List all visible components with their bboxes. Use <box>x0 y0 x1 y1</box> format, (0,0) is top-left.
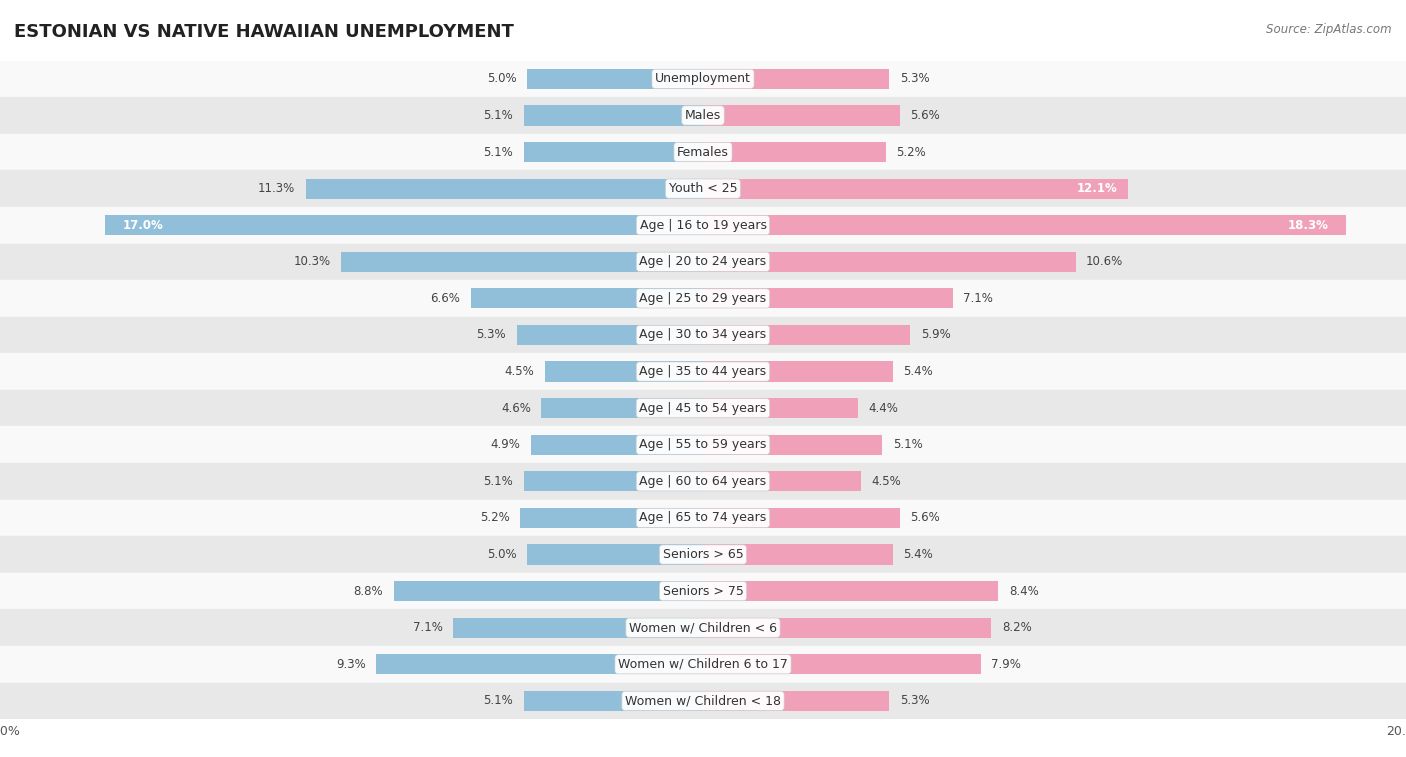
Text: Age | 30 to 34 years: Age | 30 to 34 years <box>640 329 766 341</box>
Text: Source: ZipAtlas.com: Source: ZipAtlas.com <box>1267 23 1392 36</box>
Bar <box>520 508 703 528</box>
Bar <box>524 691 703 711</box>
Text: Males: Males <box>685 109 721 122</box>
Text: 7.1%: 7.1% <box>963 292 993 305</box>
Text: 5.2%: 5.2% <box>479 512 510 525</box>
Bar <box>546 362 703 382</box>
Bar <box>703 288 953 308</box>
Bar <box>375 654 703 674</box>
Text: 4.4%: 4.4% <box>869 402 898 415</box>
Text: Age | 60 to 64 years: Age | 60 to 64 years <box>640 475 766 488</box>
Text: Age | 35 to 44 years: Age | 35 to 44 years <box>640 365 766 378</box>
Text: Age | 45 to 54 years: Age | 45 to 54 years <box>640 402 766 415</box>
Bar <box>703 69 889 89</box>
Text: 10.6%: 10.6% <box>1087 255 1123 268</box>
Text: 5.1%: 5.1% <box>484 694 513 707</box>
Text: 5.6%: 5.6% <box>911 109 941 122</box>
Bar <box>517 325 703 345</box>
Text: 5.3%: 5.3% <box>900 73 929 86</box>
Text: Youth < 25: Youth < 25 <box>669 182 737 195</box>
Text: 4.9%: 4.9% <box>491 438 520 451</box>
Bar <box>527 69 703 89</box>
Text: Seniors > 75: Seniors > 75 <box>662 584 744 597</box>
Bar <box>703 435 883 455</box>
Bar <box>340 252 703 272</box>
Bar <box>703 654 981 674</box>
Bar <box>454 618 703 637</box>
Bar <box>703 581 998 601</box>
Text: 12.1%: 12.1% <box>1077 182 1118 195</box>
Bar <box>703 252 1076 272</box>
Text: Unemployment: Unemployment <box>655 73 751 86</box>
Text: Females: Females <box>678 145 728 158</box>
Text: 7.9%: 7.9% <box>991 658 1021 671</box>
Text: 5.2%: 5.2% <box>897 145 927 158</box>
Text: 5.1%: 5.1% <box>484 475 513 488</box>
Text: 8.4%: 8.4% <box>1010 584 1039 597</box>
Text: Women w/ Children < 18: Women w/ Children < 18 <box>626 694 780 707</box>
Text: 11.3%: 11.3% <box>259 182 295 195</box>
Text: 4.5%: 4.5% <box>872 475 901 488</box>
Bar <box>524 142 703 162</box>
Bar <box>703 508 900 528</box>
Text: 18.3%: 18.3% <box>1288 219 1329 232</box>
Text: 5.1%: 5.1% <box>484 145 513 158</box>
Bar <box>541 398 703 418</box>
Legend: Estonian, Native Hawaiian: Estonian, Native Hawaiian <box>574 752 832 757</box>
Text: 5.4%: 5.4% <box>904 548 934 561</box>
Bar <box>703 105 900 126</box>
Text: 5.0%: 5.0% <box>486 548 517 561</box>
Bar <box>703 472 860 491</box>
Text: Women w/ Children < 6: Women w/ Children < 6 <box>628 621 778 634</box>
Text: 6.6%: 6.6% <box>430 292 461 305</box>
Text: 8.8%: 8.8% <box>353 584 382 597</box>
Text: Age | 16 to 19 years: Age | 16 to 19 years <box>640 219 766 232</box>
Text: ESTONIAN VS NATIVE HAWAIIAN UNEMPLOYMENT: ESTONIAN VS NATIVE HAWAIIAN UNEMPLOYMENT <box>14 23 515 41</box>
Text: 5.1%: 5.1% <box>484 109 513 122</box>
Text: Seniors > 65: Seniors > 65 <box>662 548 744 561</box>
Text: 10.3%: 10.3% <box>294 255 330 268</box>
Bar <box>703 215 1347 235</box>
Bar <box>307 179 703 198</box>
Bar <box>105 215 703 235</box>
Bar <box>531 435 703 455</box>
Text: 5.6%: 5.6% <box>911 512 941 525</box>
Text: Women w/ Children 6 to 17: Women w/ Children 6 to 17 <box>619 658 787 671</box>
Text: Age | 20 to 24 years: Age | 20 to 24 years <box>640 255 766 268</box>
Text: 7.1%: 7.1% <box>413 621 443 634</box>
Text: 17.0%: 17.0% <box>124 219 163 232</box>
Bar <box>703 142 886 162</box>
Bar <box>703 618 991 637</box>
Bar <box>394 581 703 601</box>
Bar <box>703 398 858 418</box>
Bar <box>703 691 889 711</box>
Bar <box>524 105 703 126</box>
Text: 9.3%: 9.3% <box>336 658 366 671</box>
Bar <box>703 544 893 565</box>
Bar <box>527 544 703 565</box>
Text: 5.9%: 5.9% <box>921 329 950 341</box>
Bar <box>703 179 1129 198</box>
Text: Age | 65 to 74 years: Age | 65 to 74 years <box>640 512 766 525</box>
Text: 4.6%: 4.6% <box>501 402 531 415</box>
Bar <box>524 472 703 491</box>
Text: 5.3%: 5.3% <box>900 694 929 707</box>
Text: 5.1%: 5.1% <box>893 438 922 451</box>
Text: Age | 25 to 29 years: Age | 25 to 29 years <box>640 292 766 305</box>
Bar <box>703 362 893 382</box>
Text: 5.0%: 5.0% <box>486 73 517 86</box>
Text: 4.5%: 4.5% <box>505 365 534 378</box>
Text: Age | 55 to 59 years: Age | 55 to 59 years <box>640 438 766 451</box>
Text: 8.2%: 8.2% <box>1001 621 1032 634</box>
Bar <box>703 325 911 345</box>
Text: 5.3%: 5.3% <box>477 329 506 341</box>
Bar <box>471 288 703 308</box>
Text: 5.4%: 5.4% <box>904 365 934 378</box>
